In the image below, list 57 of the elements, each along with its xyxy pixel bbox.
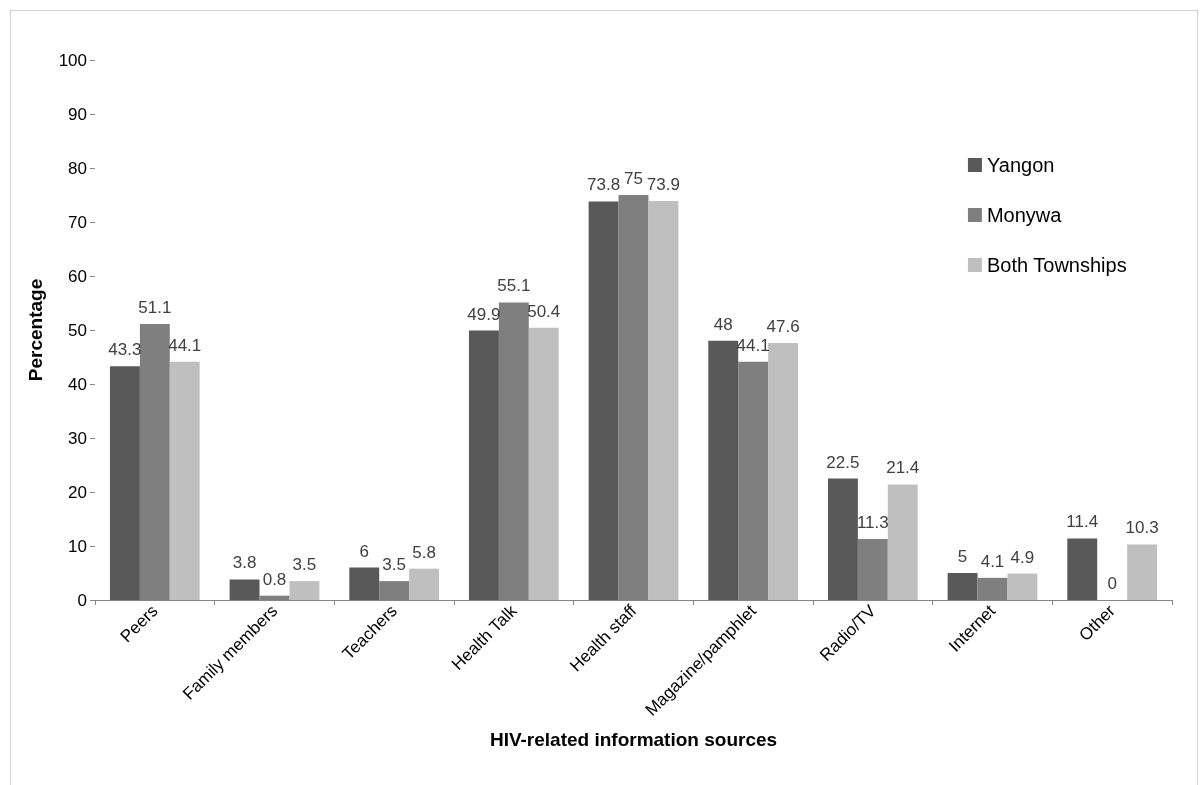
legend-label: Yangon [986, 154, 1055, 176]
data-label: 4.9 [1010, 547, 1035, 567]
bar [947, 573, 978, 600]
data-label: 5.8 [412, 542, 436, 562]
bar [1007, 573, 1038, 600]
y-tick-label: 10 [68, 536, 87, 556]
bar [528, 327, 559, 600]
data-label: 11.3 [856, 512, 889, 532]
data-label: 5 [957, 547, 968, 566]
y-tick-label: 70 [68, 212, 87, 232]
bar [648, 200, 679, 600]
bar [708, 340, 739, 600]
y-tick-label: 0 [77, 590, 87, 610]
y-tick-label: 30 [68, 428, 87, 448]
data-label: 3.8 [232, 553, 257, 573]
y-tick-label: 90 [68, 104, 87, 124]
data-label: 3.5 [292, 555, 317, 575]
bar [229, 579, 260, 600]
bar [827, 478, 858, 600]
data-label: 10.3 [1125, 518, 1159, 538]
bar [887, 484, 918, 600]
bar [468, 330, 499, 600]
bar [1127, 544, 1158, 600]
data-label: 50.4 [527, 301, 561, 321]
y-tick-label: 100 [58, 50, 87, 70]
x-axis-title: HIV-related information sources [489, 729, 778, 750]
data-label: 0.8 [262, 569, 287, 589]
legend-label: Both Townships [986, 254, 1127, 276]
bar [349, 567, 380, 600]
data-label: 47.6 [766, 316, 800, 336]
legend-label: Monywa [986, 204, 1063, 226]
data-label: 48 [713, 314, 733, 334]
bar [1067, 538, 1098, 600]
data-label: 22.5 [826, 452, 860, 472]
data-label: 0 [1107, 574, 1117, 593]
bar [409, 568, 440, 600]
data-label: 11.4 [1066, 512, 1099, 532]
bar [169, 361, 200, 600]
bar [768, 342, 799, 600]
y-tick-label: 80 [68, 158, 87, 178]
data-label: 21.4 [886, 458, 920, 478]
y-tick-label: 50 [68, 320, 87, 340]
data-label: 73.8 [587, 175, 621, 195]
data-label: 75 [624, 169, 643, 188]
data-label: 6 [359, 541, 369, 561]
data-label: 73.9 [646, 174, 680, 194]
y-axis-title: Percentage [25, 278, 46, 382]
data-label: 51.1 [138, 298, 172, 318]
y-tick-label: 40 [68, 374, 87, 394]
data-label: 4.1 [980, 551, 1005, 571]
data-label: 55.1 [497, 276, 531, 296]
y-tick-label: 60 [68, 266, 87, 286]
bar [588, 201, 619, 600]
bar [109, 366, 140, 600]
bar [289, 581, 320, 600]
data-label: 3.5 [382, 555, 406, 575]
y-tick-label: 20 [68, 482, 87, 502]
